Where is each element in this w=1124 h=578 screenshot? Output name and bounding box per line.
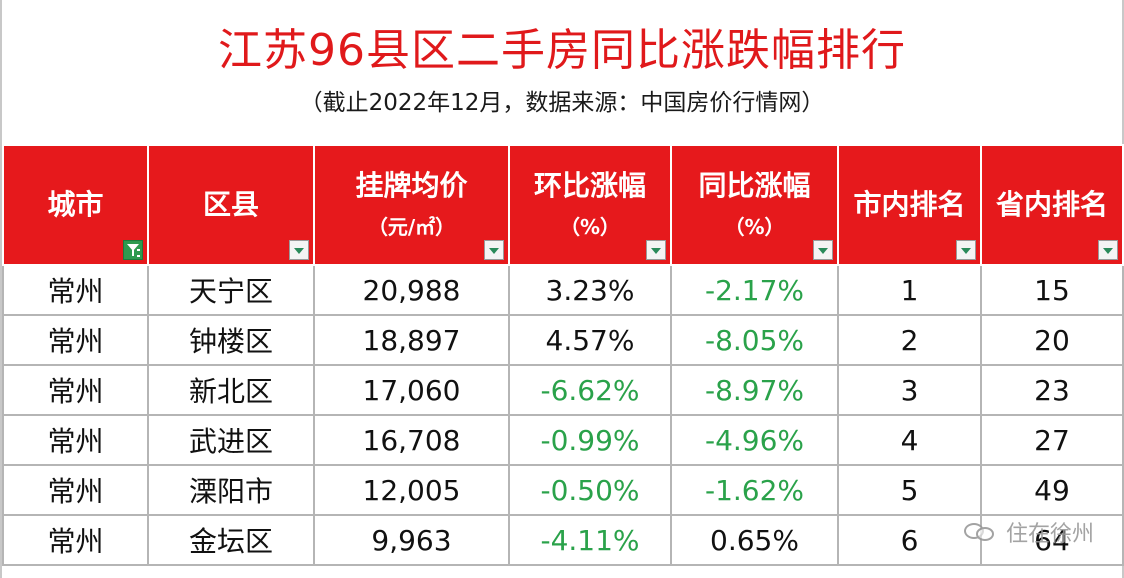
cell-city[interactable]: 常州 [2,264,149,316]
cell-district[interactable]: 钟楼区 [147,314,315,366]
dropdown-arrow-icon[interactable] [956,240,976,260]
page-subtitle: （截止2022年12月，数据来源：中国房价行情网） [299,90,825,116]
column-header-label: 城市 [47,188,104,221]
cell-province-rank[interactable]: 15 [980,264,1124,316]
column-header-mom[interactable]: 环比涨幅 （%） [508,144,672,266]
column-header-district[interactable]: 区县 [147,144,315,266]
cell-province-rank[interactable]: 27 [980,414,1124,466]
cell-city-rank[interactable]: 5 [837,464,982,516]
cell-province-rank[interactable]: 49 [980,464,1124,516]
cell-province-rank[interactable]: 23 [980,364,1124,416]
table-row: 常州 溧阳市 12,005 -0.50% -1.62% 5 49 [2,464,1124,516]
table-row: 常州 钟楼区 18,897 4.57% -8.05% 2 20 [2,314,1124,366]
cell-yoy[interactable]: -1.62% [670,464,839,516]
cell-city[interactable]: 常州 [2,364,149,416]
cell-district[interactable]: 天宁区 [147,264,315,316]
cell-city-rank[interactable]: 1 [837,264,982,316]
cell-district[interactable]: 溧阳市 [147,464,315,516]
cell-mom[interactable]: -6.62% [508,364,672,416]
ranking-table: 城市 区县 挂牌均价 （元/㎡） 环比涨幅 （%） [2,144,1124,566]
column-header-label: 同比涨幅 [698,169,811,202]
cell-price[interactable]: 17,060 [313,364,510,416]
column-header-city[interactable]: 城市 [2,144,149,266]
column-header-label: 挂牌均价 [355,169,468,202]
cell-yoy[interactable]: -2.17% [670,264,839,316]
column-header-label: 区县 [202,188,259,221]
dropdown-arrow-icon[interactable] [813,240,833,260]
cell-city-rank[interactable]: 4 [837,414,982,466]
cell-city[interactable]: 常州 [2,514,149,566]
table-row: 常州 新北区 17,060 -6.62% -8.97% 3 23 [2,364,1124,416]
page-title: 江苏96县区二手房同比涨跌幅排行 [218,25,906,76]
column-header-province-rank[interactable]: 省内排名 [980,144,1124,266]
cell-yoy[interactable]: -8.05% [670,314,839,366]
cell-mom[interactable]: -4.11% [508,514,672,566]
dropdown-arrow-icon[interactable] [289,240,309,260]
active-filter-icon[interactable] [123,240,143,260]
cell-price[interactable]: 16,708 [313,414,510,466]
column-header-unit: （元/㎡） [367,215,456,239]
table-row: 常州 金坛区 9,963 -4.11% 0.65% 6 64 [2,514,1124,566]
table-row: 常州 武进区 16,708 -0.99% -4.96% 4 27 [2,414,1124,466]
column-header-label: 市内排名 [853,188,966,221]
cell-province-rank[interactable]: 20 [980,314,1124,366]
cell-mom[interactable]: 3.23% [508,264,672,316]
cell-mom[interactable]: -0.50% [508,464,672,516]
cell-price[interactable]: 9,963 [313,514,510,566]
cell-district[interactable]: 武进区 [147,414,315,466]
column-header-label: 环比涨幅 [533,169,646,202]
cell-yoy[interactable]: -4.96% [670,414,839,466]
dropdown-arrow-icon[interactable] [484,240,504,260]
cell-district[interactable]: 金坛区 [147,514,315,566]
cell-price[interactable]: 12,005 [313,464,510,516]
column-header-city-rank[interactable]: 市内排名 [837,144,982,266]
column-header-price[interactable]: 挂牌均价 （元/㎡） [313,144,510,266]
cell-price[interactable]: 18,897 [313,314,510,366]
cell-city-rank[interactable]: 6 [837,514,982,566]
cell-province-rank[interactable]: 64 [980,514,1124,566]
cell-yoy[interactable]: 0.65% [670,514,839,566]
cell-mom[interactable]: 4.57% [508,314,672,366]
column-header-unit: （%） [724,215,785,239]
table-row: 常州 天宁区 20,988 3.23% -2.17% 1 15 [2,264,1124,316]
column-header-yoy[interactable]: 同比涨幅 （%） [670,144,839,266]
cell-yoy[interactable]: -8.97% [670,364,839,416]
column-header-label: 省内排名 [995,188,1108,221]
column-header-unit: （%） [559,215,621,239]
cell-district[interactable]: 新北区 [147,364,315,416]
dropdown-arrow-icon[interactable] [646,240,666,260]
cell-city[interactable]: 常州 [2,414,149,466]
title-block: 江苏96县区二手房同比涨跌幅排行 （截止2022年12月，数据来源：中国房价行情… [2,0,1122,144]
header-row: 城市 区县 挂牌均价 （元/㎡） 环比涨幅 （%） [2,144,1124,266]
cell-city-rank[interactable]: 3 [837,364,982,416]
cell-price[interactable]: 20,988 [313,264,510,316]
cell-city-rank[interactable]: 2 [837,314,982,366]
cell-city[interactable]: 常州 [2,464,149,516]
cell-mom[interactable]: -0.99% [508,414,672,466]
dropdown-arrow-icon[interactable] [1098,240,1118,260]
cell-city[interactable]: 常州 [2,314,149,366]
